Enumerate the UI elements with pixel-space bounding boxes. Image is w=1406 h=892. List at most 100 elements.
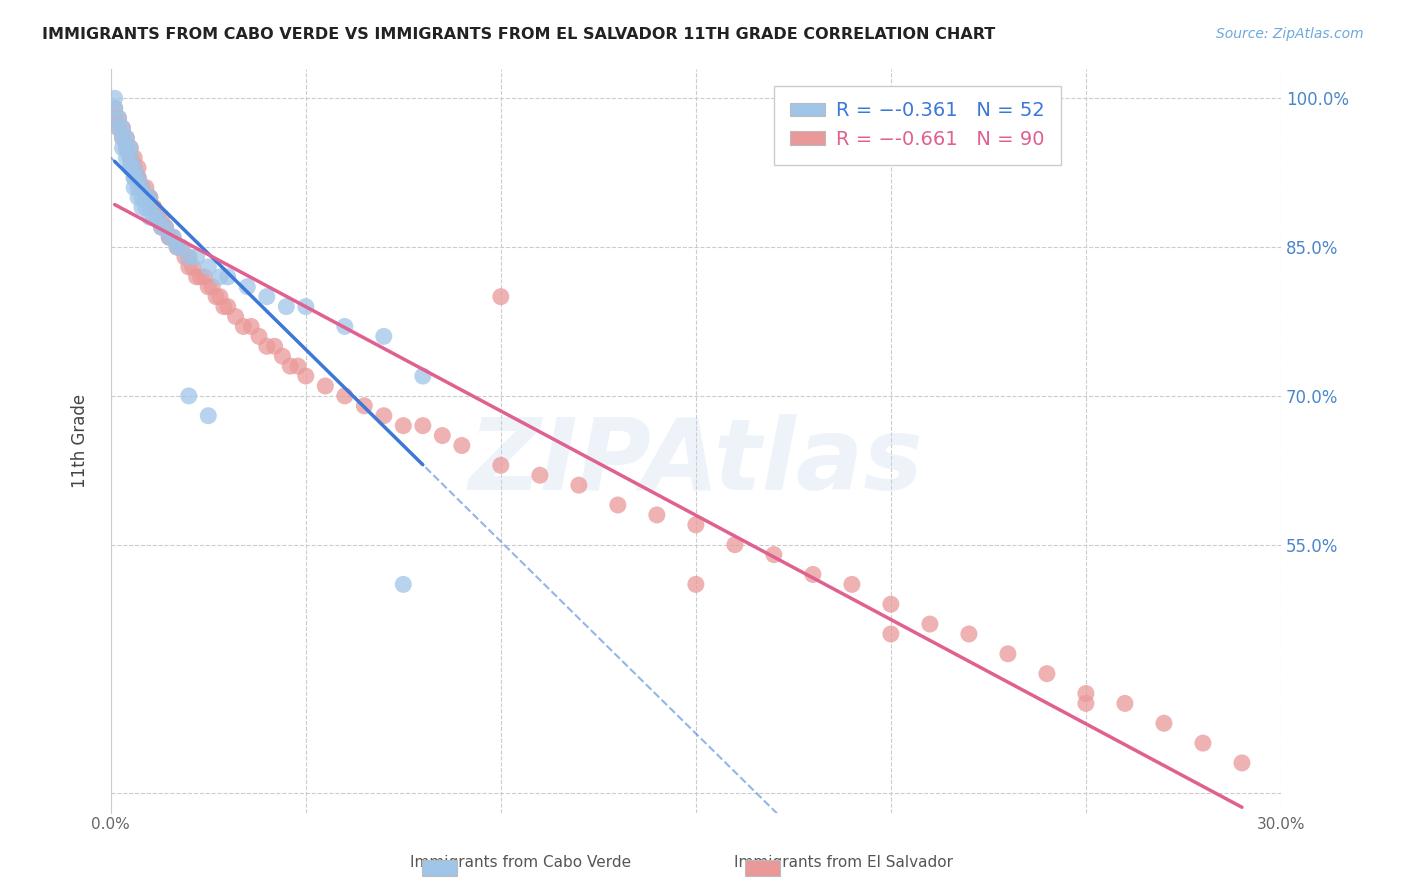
Point	[115, 141, 138, 155]
Point	[1114, 697, 1136, 711]
Point	[392, 577, 415, 591]
Point	[104, 111, 127, 125]
Point	[155, 220, 177, 235]
Point	[131, 180, 153, 194]
Point	[278, 359, 301, 373]
Point	[139, 190, 162, 204]
Point	[256, 290, 278, 304]
Point	[225, 310, 247, 324]
Point	[115, 131, 138, 145]
Point	[122, 170, 145, 185]
Point	[104, 101, 127, 115]
Point	[142, 201, 165, 215]
Point	[173, 250, 195, 264]
Point	[294, 300, 316, 314]
Point	[432, 428, 454, 442]
Point	[157, 230, 180, 244]
Point	[685, 517, 707, 532]
Point	[139, 211, 162, 225]
Point	[155, 220, 177, 235]
Point	[801, 567, 824, 582]
Point	[127, 161, 149, 175]
Point	[135, 190, 157, 204]
Point	[353, 399, 375, 413]
Point	[120, 161, 142, 175]
Point	[880, 597, 903, 611]
Point	[205, 290, 228, 304]
Point	[217, 300, 239, 314]
Point	[120, 141, 142, 155]
Point	[111, 131, 134, 145]
Point	[166, 240, 188, 254]
Point	[104, 91, 127, 105]
Point	[107, 121, 129, 136]
Point	[162, 230, 184, 244]
Point	[232, 319, 254, 334]
Text: ZIPAtlas: ZIPAtlas	[468, 415, 924, 511]
Point	[1192, 736, 1215, 750]
Point	[271, 349, 294, 363]
Point	[142, 211, 165, 225]
Point	[256, 339, 278, 353]
Point	[115, 141, 138, 155]
Point	[104, 101, 127, 115]
Point	[122, 170, 145, 185]
Point	[122, 161, 145, 175]
Point	[162, 230, 184, 244]
Point	[247, 329, 270, 343]
Point	[131, 180, 153, 194]
Point	[197, 409, 219, 423]
Point	[373, 329, 395, 343]
Point	[131, 190, 153, 204]
Point	[131, 201, 153, 215]
Text: Immigrants from El Salvador: Immigrants from El Salvador	[734, 855, 953, 870]
Point	[177, 389, 200, 403]
Text: IMMIGRANTS FROM CABO VERDE VS IMMIGRANTS FROM EL SALVADOR 11TH GRADE CORRELATION: IMMIGRANTS FROM CABO VERDE VS IMMIGRANTS…	[42, 27, 995, 42]
Point	[177, 250, 200, 264]
Point	[122, 161, 145, 175]
Point	[111, 121, 134, 136]
Point	[333, 389, 356, 403]
Point	[150, 220, 173, 235]
Point	[1074, 697, 1097, 711]
Point	[135, 201, 157, 215]
Point	[918, 617, 941, 632]
Point	[170, 240, 193, 254]
Point	[127, 170, 149, 185]
Point	[107, 111, 129, 125]
Point	[127, 180, 149, 194]
Point	[489, 458, 512, 473]
Point	[529, 468, 551, 483]
Point	[122, 151, 145, 165]
Point	[724, 538, 747, 552]
Point	[155, 220, 177, 235]
Point	[127, 170, 149, 185]
Point	[762, 548, 785, 562]
Text: Source: ZipAtlas.com: Source: ZipAtlas.com	[1216, 27, 1364, 41]
Point	[212, 300, 235, 314]
Point	[412, 418, 434, 433]
Point	[131, 180, 153, 194]
Point	[208, 269, 231, 284]
Point	[150, 211, 173, 225]
Point	[120, 151, 142, 165]
Point	[841, 577, 863, 591]
Point	[135, 180, 157, 194]
Point	[157, 230, 180, 244]
Point	[115, 151, 138, 165]
Point	[240, 319, 263, 334]
Point	[150, 220, 173, 235]
Point	[120, 141, 142, 155]
Point	[139, 201, 162, 215]
Point	[122, 180, 145, 194]
Point	[181, 260, 204, 274]
Point	[287, 359, 309, 373]
Point	[333, 319, 356, 334]
Point	[1074, 686, 1097, 700]
Point	[177, 250, 200, 264]
Point	[170, 240, 193, 254]
Point	[373, 409, 395, 423]
Point	[880, 627, 903, 641]
Point	[568, 478, 591, 492]
Point	[1036, 666, 1059, 681]
